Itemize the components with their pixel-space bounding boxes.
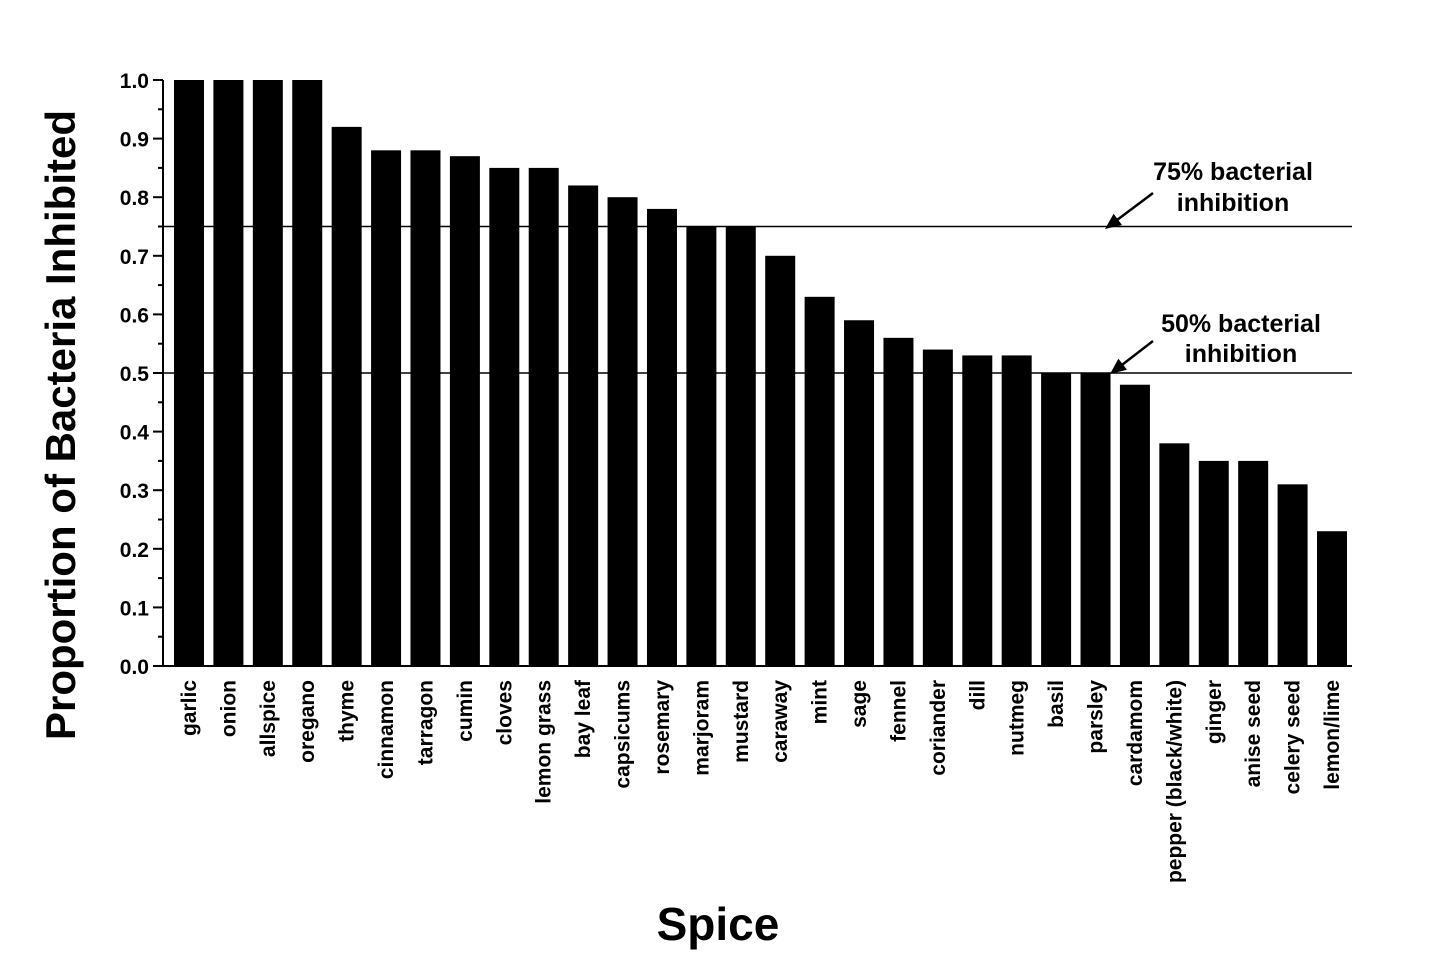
annotation-label: inhibition	[1177, 189, 1289, 217]
bar-cinnamon	[371, 150, 402, 666]
bar-bay-leaf	[568, 185, 599, 667]
bar-mint	[804, 296, 835, 666]
bar-thyme	[331, 126, 362, 666]
bar-lemon-lime	[1317, 531, 1347, 666]
bar-dill	[962, 355, 993, 666]
bar-sage	[844, 320, 875, 666]
x-tick-label: rosemary	[651, 680, 674, 775]
x-tick-label: cardamom	[1124, 680, 1147, 786]
x-tick-label: mint	[809, 680, 832, 724]
x-tick-label: cumin	[454, 680, 477, 742]
bar-nutmeg	[1001, 355, 1032, 666]
y-ticks-group: 0.0 0.1 0.2 0.3 0.4 0.5 0.6 0.7 0.8 0.9 1.0	[120, 70, 163, 679]
y-tick-label: 0.7	[120, 246, 149, 269]
x-axis-title: Spice	[657, 898, 780, 950]
bar-anise-seed	[1238, 460, 1269, 666]
x-tick-label: tarragon	[414, 680, 437, 765]
y-tick-label: 0.5	[120, 363, 150, 386]
x-tick-label: lemon grass	[533, 680, 556, 804]
annotation-arrow	[1112, 192, 1154, 224]
bar-capsicums	[607, 197, 638, 666]
y-tick-label: 0.0	[120, 656, 149, 679]
x-tick-label: caraway	[769, 680, 792, 763]
bar-cloves	[489, 167, 520, 666]
x-tick-label: oregano	[296, 680, 319, 763]
y-tick-label: 0.8	[120, 187, 150, 210]
y-tick-label: 1.0	[120, 70, 149, 93]
bar-basil	[1041, 373, 1072, 666]
bar-mustard	[725, 226, 756, 666]
x-tick-label: ginger	[1203, 680, 1226, 744]
x-tick-label: mustard	[730, 680, 753, 763]
reference-lines-group	[163, 225, 1352, 374]
annotation-label: 75% bacterial	[1153, 158, 1313, 186]
x-tick-label: nutmeg	[1006, 680, 1029, 756]
x-tick-label: pepper (black/white)	[1163, 680, 1186, 883]
y-tick-label: 0.9	[120, 129, 149, 152]
x-tick-label: cloves	[493, 680, 516, 745]
y-tick-label: 0.3	[120, 480, 149, 503]
x-tick-label: bay leaf	[572, 679, 595, 758]
x-tick-label: allspice	[257, 680, 280, 757]
x-tick-label: marjoram	[690, 680, 713, 776]
x-tick-label: capsicums	[612, 680, 635, 789]
x-tick-label: basil	[1045, 680, 1068, 728]
bar-caraway	[765, 255, 796, 667]
bar-pepper-black-white-	[1159, 443, 1190, 666]
annotation-arrowhead	[1105, 213, 1122, 229]
bar-tarragon	[410, 150, 441, 666]
annotation-label: 50% bacterial	[1161, 310, 1321, 338]
x-tick-label: cinnamon	[375, 680, 398, 779]
bar-lemon-grass	[528, 167, 559, 666]
x-tick-label: sage	[848, 680, 871, 728]
bar-parsley	[1080, 373, 1111, 666]
bar-coriander	[922, 349, 953, 666]
annotation-arrowhead	[1110, 358, 1127, 374]
x-tick-label: garlic	[178, 680, 201, 736]
x-tick-label: parsley	[1085, 680, 1108, 754]
annotation-label: inhibition	[1185, 340, 1297, 368]
y-tick-label: 0.6	[120, 304, 149, 327]
bars-group	[174, 80, 1347, 667]
y-axis-title: Proportion of Bacteria Inhibited	[37, 110, 84, 740]
bar-rosemary	[646, 208, 677, 667]
x-tick-label: lemon/lime	[1321, 680, 1344, 790]
x-tick-label: onion	[217, 680, 240, 737]
x-tick-label: thyme	[336, 680, 359, 742]
x-tick-label: dill	[966, 680, 989, 710]
x-tick-labels-group: garlic onion allspice oregano thyme cinnamon t…	[178, 679, 1344, 883]
bar-marjoram	[686, 226, 717, 666]
y-tick-label: 0.4	[120, 422, 150, 445]
annotation-arrow	[1117, 340, 1154, 369]
bar-ginger	[1198, 460, 1229, 666]
x-tick-label: coriander	[927, 680, 950, 776]
bar-celery-seed	[1277, 484, 1308, 666]
bar-cumin	[449, 156, 480, 666]
x-tick-label: celery seed	[1282, 680, 1305, 794]
bar-cardamom	[1119, 384, 1150, 666]
x-tick-label: fennel	[887, 680, 910, 742]
x-tick-label: anise seed	[1242, 680, 1265, 787]
y-tick-label: 0.1	[120, 597, 150, 620]
y-tick-label: 0.2	[120, 539, 149, 562]
bar-fennel	[883, 337, 914, 666]
